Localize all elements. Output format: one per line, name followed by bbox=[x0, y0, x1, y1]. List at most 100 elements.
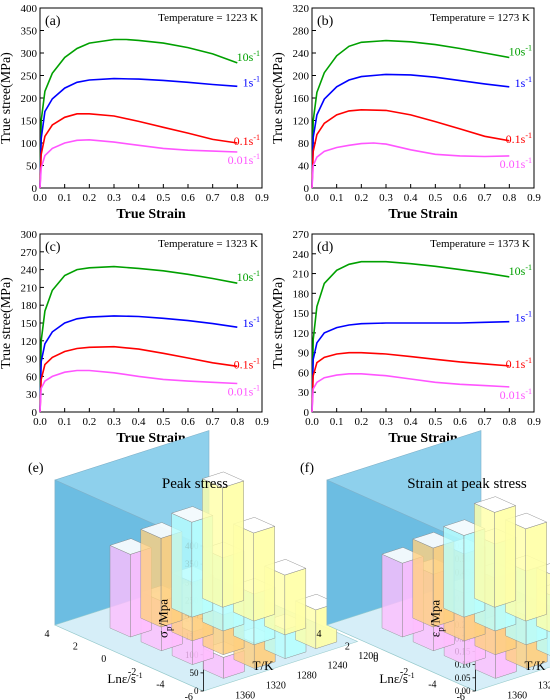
series-line bbox=[39, 38, 238, 189]
x-tick-label: 2 bbox=[73, 642, 78, 653]
x-tick-label: 0.2 bbox=[82, 192, 96, 204]
y-tick-label: 120 bbox=[21, 336, 38, 348]
x-tick-label: 0.8 bbox=[230, 416, 244, 428]
chart-title: Strain at peak stress bbox=[407, 476, 527, 492]
x-axis-title: True Strain bbox=[116, 207, 186, 222]
x-tick-label: 0.6 bbox=[181, 416, 195, 428]
y-tick-label: 180 bbox=[293, 288, 310, 300]
z-tick-label: 0.10 bbox=[455, 660, 471, 670]
panel-e: 050100150200250300350400420-2-4-61200124… bbox=[28, 430, 378, 700]
series-label-base: 10s bbox=[509, 264, 526, 278]
y-tick-label: 0 bbox=[32, 183, 38, 195]
series-line bbox=[311, 373, 510, 413]
series-label-sup: -1 bbox=[253, 356, 260, 365]
x-tick-label: 0.6 bbox=[453, 416, 467, 428]
y-axis-title: True stree(MPa) bbox=[0, 277, 14, 369]
y-tick-label: 90 bbox=[26, 354, 38, 366]
y-tick-label: 1360 bbox=[507, 690, 527, 700]
bar-front bbox=[202, 478, 223, 608]
y-tick-label: 240 bbox=[21, 265, 38, 277]
temperature-annotation: Temperature = 1373 K bbox=[430, 238, 530, 250]
series-line bbox=[39, 345, 238, 413]
y-tick-label: 1360 bbox=[235, 690, 255, 700]
x-tick-label: -4 bbox=[428, 679, 436, 690]
bar-side bbox=[253, 525, 275, 622]
y-axis-title: True stree(MPa) bbox=[271, 277, 286, 369]
series-line bbox=[39, 265, 238, 413]
z-axis-title-main: σ bbox=[156, 631, 171, 638]
y-tick-label: 150 bbox=[293, 308, 310, 320]
series-label-base: 0.1s bbox=[506, 357, 526, 371]
y-tick-label: 200 bbox=[21, 93, 38, 105]
series-label-sup: -1 bbox=[525, 310, 532, 319]
panel-letter-text: (f) bbox=[300, 461, 314, 476]
panel-letter: (d) bbox=[317, 240, 334, 255]
x-axis-title-main: Lnε bbox=[107, 671, 127, 686]
series-label-base: 10s bbox=[237, 50, 254, 64]
z-axis-title-rest: /Mpa bbox=[156, 599, 171, 627]
z-axis-title-main: ε bbox=[428, 631, 443, 637]
x-tick-label: -6 bbox=[457, 692, 465, 700]
series-label: 0.1s-1 bbox=[234, 133, 260, 148]
series-label: 1s-1 bbox=[515, 75, 532, 90]
x-axis-title: Lnε/s-1 bbox=[107, 671, 142, 686]
series-label-base: 0.01s bbox=[228, 153, 254, 167]
y-tick-label: 210 bbox=[21, 282, 38, 294]
series-line bbox=[311, 73, 510, 189]
series-label-base: 1s bbox=[243, 316, 254, 330]
series-label-sup: -1 bbox=[525, 263, 532, 272]
y-tick-label: 300 bbox=[21, 48, 38, 60]
series-label: 0.01s-1 bbox=[500, 387, 532, 402]
panel-letter-text: (a) bbox=[45, 14, 61, 29]
x-tick-label: 0.4 bbox=[132, 416, 146, 428]
y-tick-label: 280 bbox=[293, 26, 310, 38]
y-tick-label: 1320 bbox=[538, 681, 550, 692]
x-tick-label: 0.3 bbox=[379, 192, 393, 204]
x-axis-title-main: Lnε bbox=[379, 671, 399, 686]
x-tick-label: 0.1 bbox=[58, 192, 72, 204]
y-tick-label: 300 bbox=[21, 229, 38, 241]
x-tick-label: 0.6 bbox=[181, 192, 195, 204]
panel-d: 0.0 0.1 0.2 0.3 0.4 0.5 0.6 0.7 0.8 0.9 0 30 60 90 120… bbox=[271, 229, 541, 446]
x-tick-label: 0.5 bbox=[156, 192, 170, 204]
series-label: 1s-1 bbox=[243, 315, 260, 330]
series-label: 0.1s-1 bbox=[234, 356, 260, 371]
z-tick-label: 50 bbox=[190, 668, 200, 678]
series-label: 0.1s-1 bbox=[506, 356, 532, 371]
bar-top bbox=[201, 471, 245, 488]
y-tick-label: 40 bbox=[298, 161, 310, 173]
y-tick-label: 50 bbox=[26, 161, 38, 173]
bar-front bbox=[443, 526, 465, 618]
y-tick-label: 0 bbox=[304, 407, 310, 419]
y-axis-title: True stree(MPa) bbox=[0, 52, 14, 144]
bar-top bbox=[473, 496, 517, 513]
x-axis-title-rest: /s bbox=[127, 671, 136, 686]
z-axis-title-sub: p bbox=[164, 626, 174, 631]
y-tick-label: 30 bbox=[26, 389, 38, 401]
series-label-base: 1s bbox=[243, 75, 254, 89]
series-label: 10s-1 bbox=[509, 263, 532, 278]
y-tick-label: 1280 bbox=[297, 671, 317, 682]
series-line bbox=[311, 108, 510, 189]
x-tick-label: 4 bbox=[45, 629, 50, 640]
series-label: 1s-1 bbox=[243, 74, 260, 89]
x-tick-label: 0.5 bbox=[156, 416, 170, 428]
x-tick-label: 0.8 bbox=[502, 416, 516, 428]
series-label-sup: -1 bbox=[525, 156, 532, 165]
x-tick-label: 0.2 bbox=[354, 192, 368, 204]
y-tick-label: 0 bbox=[304, 183, 310, 195]
series-label-base: 0.1s bbox=[234, 134, 254, 148]
x-tick-label: 0.7 bbox=[206, 416, 220, 428]
y-tick-label: 120 bbox=[293, 116, 310, 128]
y-tick-label: 150 bbox=[21, 116, 38, 128]
bar-front bbox=[171, 512, 193, 618]
x-tick-label: 0.1 bbox=[58, 416, 72, 428]
y-tick-label: 90 bbox=[298, 348, 310, 360]
series-label-sup: -1 bbox=[525, 356, 532, 365]
panel-letter: (f) bbox=[300, 461, 314, 476]
series-label: 0.1s-1 bbox=[506, 131, 532, 146]
x-tick-label: 0.4 bbox=[404, 416, 418, 428]
panel-b: 0.0 0.1 0.2 0.3 0.4 0.5 0.6 0.7 0.8 0.9 0 40 80 120 16… bbox=[271, 3, 541, 222]
y-tick-label: 270 bbox=[293, 229, 310, 241]
y-tick-label: 350 bbox=[21, 26, 38, 38]
